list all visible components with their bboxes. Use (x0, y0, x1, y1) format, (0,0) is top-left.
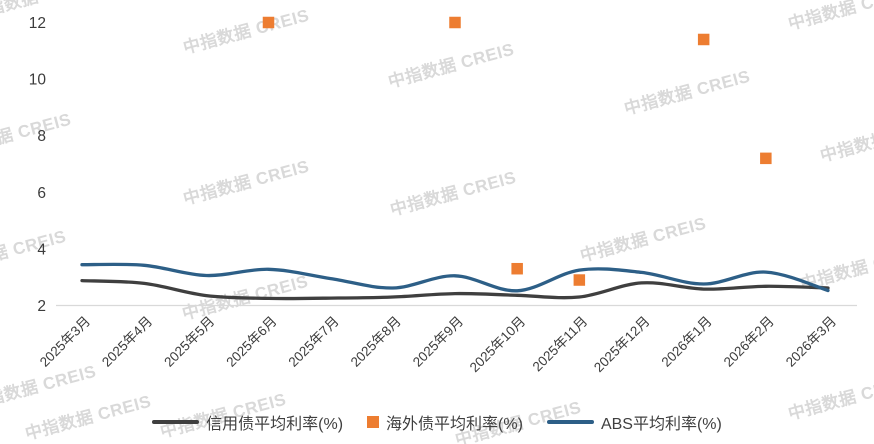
y-axis-tick-label: 4 (37, 241, 46, 258)
x-axis-tick-label: 2025年12月 (591, 314, 653, 376)
chart-legend: 信用债平均利率(%) 海外债平均利率(%) ABS平均利率(%) (0, 405, 874, 439)
x-axis-tick-label: 2025年8月 (348, 314, 404, 370)
marker-overseas-bond (697, 33, 710, 46)
marker-overseas-bond (573, 274, 586, 286)
series-line-abs (80, 262, 830, 293)
legend-line-swatch-icon (546, 420, 594, 424)
legend-item-overseas-bond: 海外债平均利率(%) (367, 410, 523, 434)
legend-line-swatch-icon (152, 420, 200, 424)
x-axis-tick-label: 2025年5月 (161, 314, 217, 370)
y-axis-tick-label: 10 (29, 72, 47, 89)
marker-overseas-bond (262, 16, 275, 29)
x-axis-tick-label: 2025年6月 (223, 314, 279, 370)
legend-item-credit-bond: 信用债平均利率(%) (152, 410, 343, 434)
marker-overseas-bond (760, 152, 772, 165)
x-axis-tick-label: 2025年9月 (410, 314, 466, 370)
x-axis-tick-label: 2025年4月 (99, 314, 155, 370)
x-axis-tick-label: 2025年11月 (530, 314, 591, 375)
marker-overseas-bond (511, 262, 523, 275)
x-axis-tick-label: 2026年1月 (659, 314, 715, 370)
legend-label: ABS平均利率(%) (600, 416, 722, 433)
x-axis-tick-label: 2026年2月 (721, 314, 777, 370)
y-axis-tick-label: 6 (37, 185, 46, 202)
legend-label: 信用债平均利率(%) (206, 416, 344, 433)
y-axis-tick-label: 2 (37, 298, 46, 315)
x-axis-tick-label: 2026年3月 (783, 314, 839, 370)
x-axis-tick-label: 2025年10月 (467, 314, 529, 376)
marker-overseas-bond (449, 16, 461, 29)
x-axis-tick-label: 2025年7月 (286, 314, 342, 370)
legend-item-abs: ABS平均利率(%) (546, 410, 722, 434)
series-line-credit-bond (80, 278, 830, 301)
y-axis-tick-label: 12 (29, 15, 46, 32)
y-axis-tick-label: 8 (37, 128, 46, 145)
x-axis-tick-label: 2025年3月 (37, 314, 93, 370)
legend-label: 海外债平均利率(%) (386, 416, 523, 433)
legend-square-swatch-icon (367, 416, 380, 428)
